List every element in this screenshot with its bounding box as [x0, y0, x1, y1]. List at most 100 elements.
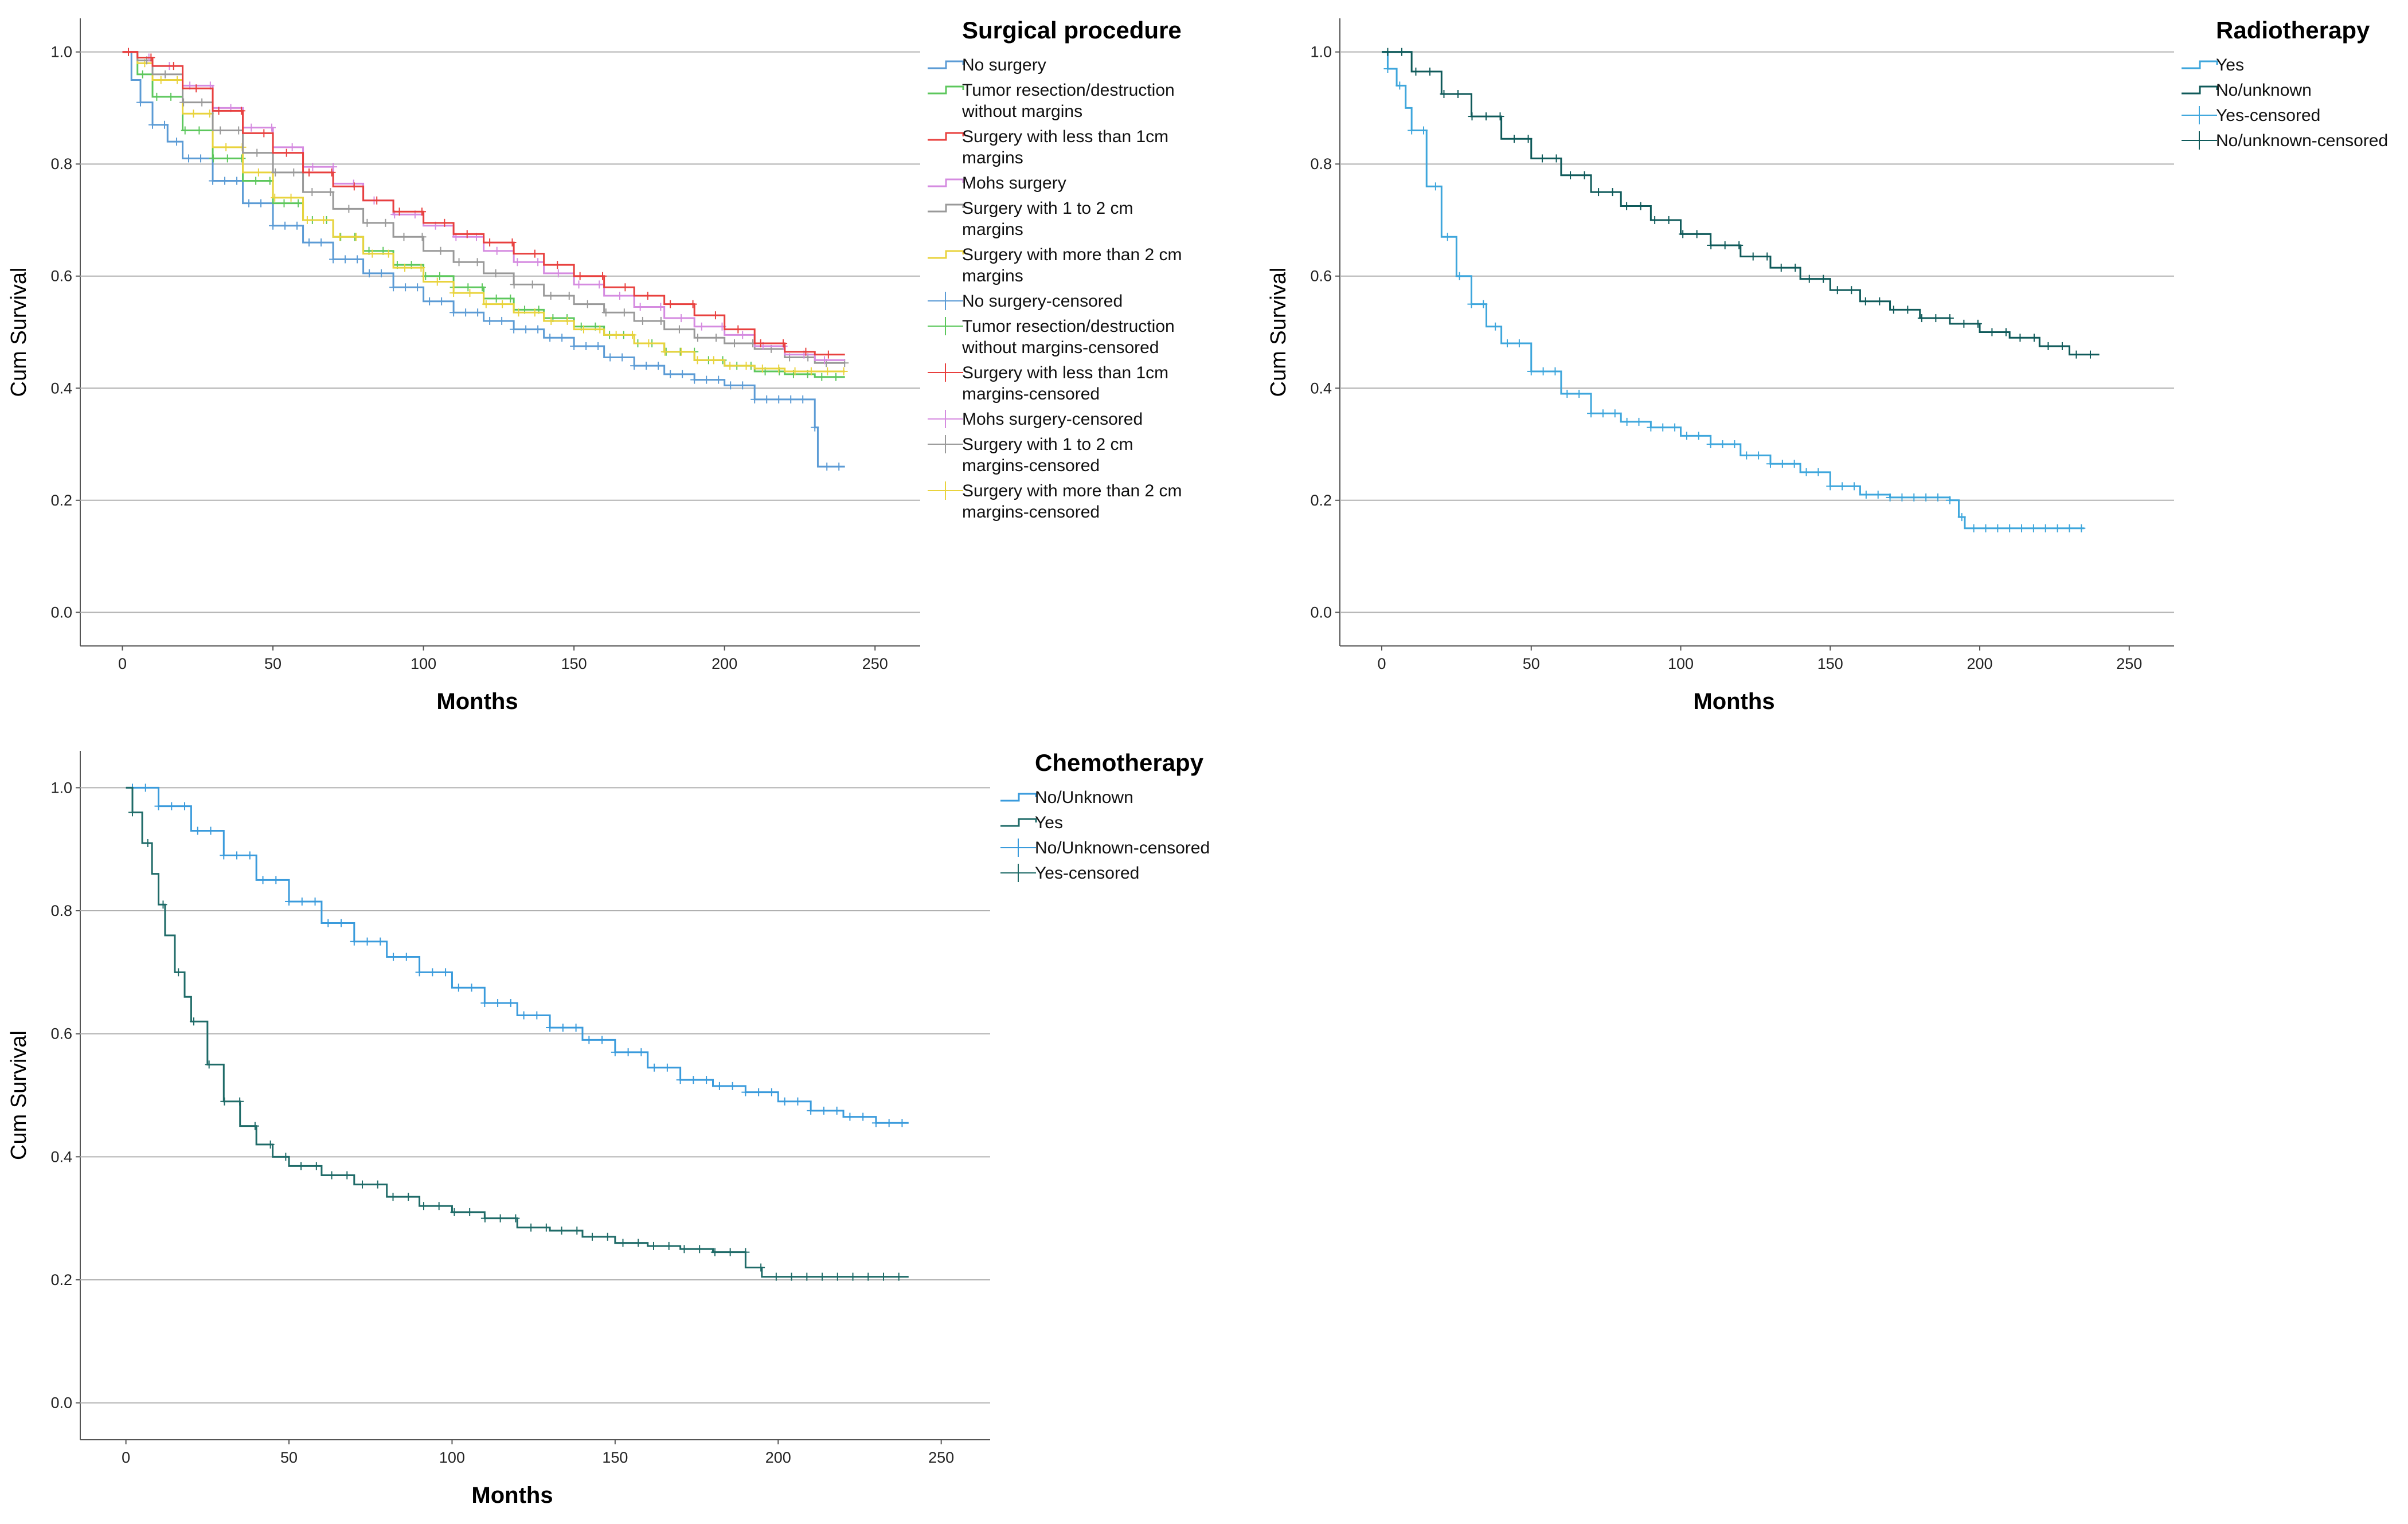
- legend-label: No/Unknown-censored: [1035, 839, 1210, 857]
- censor-mark: [136, 98, 145, 107]
- censor-mark: [486, 238, 494, 247]
- censor-mark: [437, 297, 446, 305]
- censor-mark: [2006, 524, 2014, 532]
- censor-mark: [193, 826, 202, 835]
- censor-mark: [1862, 491, 1870, 499]
- legend-title: Chemotherapy: [1035, 749, 1204, 776]
- legend-item: No surgery-censored: [928, 292, 1123, 311]
- censor-mark: [1623, 202, 1631, 210]
- censor-mark: [772, 1272, 780, 1281]
- censor-mark: [271, 168, 280, 177]
- censor-mark: [1671, 423, 1679, 432]
- censor-mark: [288, 143, 296, 151]
- legend: Radiotherapy Yes No/unknown Yes-censored No/…: [2182, 17, 2388, 150]
- legend-item: Mohs surgery: [928, 174, 1066, 193]
- legend-item: No/Unknown-censored: [1000, 839, 1210, 857]
- censor-mark: [558, 1023, 567, 1032]
- legend-item: Tumor resection/destruction without margi…: [928, 81, 1175, 121]
- censor-mark: [1730, 440, 1739, 449]
- censor-mark: [546, 1023, 554, 1032]
- censor-mark: [467, 984, 476, 992]
- censor-mark: [1922, 493, 1930, 502]
- legend: Chemotherapy No/Unknown Yes No/Unknown-cens…: [1000, 749, 1210, 883]
- censor-mark: [326, 188, 335, 197]
- censor-mark: [1749, 252, 1757, 261]
- censor-mark: [791, 367, 799, 375]
- censor-mark: [634, 1239, 643, 1247]
- censor-mark: [337, 919, 346, 927]
- censor-mark: [435, 1202, 443, 1210]
- censor-mark: [197, 154, 205, 163]
- censor-mark: [413, 283, 422, 292]
- censor-mark: [285, 897, 294, 906]
- censor-mark: [695, 1245, 704, 1253]
- censor-mark: [2018, 524, 2026, 532]
- x-tick-label: 250: [862, 655, 888, 672]
- censor-mark: [449, 289, 458, 297]
- censor-mark: [755, 1088, 763, 1096]
- legend-item: Surgery with more than 2 cm margins: [928, 245, 1182, 285]
- censor-mark: [1566, 171, 1575, 179]
- censor-mark: [558, 334, 566, 342]
- censor-mark: [734, 325, 742, 334]
- censor-mark: [311, 897, 319, 906]
- legend-swatch: [1000, 818, 1037, 827]
- censor-mark: [480, 1214, 489, 1223]
- censor-mark: [780, 1097, 789, 1106]
- x-tick-label: 250: [2116, 655, 2142, 672]
- surgical-procedure-chart: 0.0 0.2 0.4 0.6 0.8 1.0 0 50 100 150 200 250 Months C…: [7, 17, 1182, 714]
- series-yes: [1382, 51, 2086, 532]
- censor-mark: [260, 129, 268, 138]
- censor-mark: [1790, 460, 1799, 468]
- legend-swatch: [928, 60, 964, 69]
- censor-mark: [849, 1272, 857, 1281]
- censor-mark: [832, 1106, 841, 1115]
- censor-mark: [1960, 319, 1968, 328]
- censor-mark: [492, 246, 501, 255]
- y-tick-label: 0.2: [50, 1271, 72, 1288]
- censor-mark: [2016, 334, 2024, 342]
- series-yes: [126, 786, 909, 1281]
- censor-mark: [643, 291, 652, 300]
- censor-mark: [1491, 322, 1500, 331]
- legend-label: margins-censored: [962, 456, 1100, 475]
- censor-mark: [757, 1263, 765, 1272]
- censor-mark: [833, 1272, 842, 1281]
- censor-mark: [530, 249, 539, 258]
- censor-mark: [2030, 334, 2038, 342]
- censor-mark: [2065, 524, 2074, 532]
- censor-mark: [1651, 216, 1659, 224]
- censor-mark: [269, 221, 277, 230]
- censor-mark: [294, 199, 303, 207]
- y-tick-label: 0.8: [50, 902, 72, 919]
- censor-mark: [1934, 493, 1942, 502]
- censor-mark: [1833, 286, 1842, 295]
- censor-mark: [1802, 468, 1811, 476]
- censor-mark: [702, 375, 711, 384]
- censor-mark: [454, 984, 463, 992]
- legend-item: Tumor resection/destruction without margi…: [928, 317, 1175, 357]
- censor-mark: [417, 207, 426, 216]
- censor-mark: [1874, 491, 1882, 499]
- censor-mark: [638, 316, 647, 325]
- censor-mark: [811, 423, 819, 432]
- censor-mark: [693, 334, 702, 342]
- censor-mark: [350, 182, 358, 191]
- series-tumor-resection-destruction-without-margins: [122, 48, 845, 381]
- censor-mark: [1754, 451, 1763, 460]
- censor-mark: [498, 300, 507, 308]
- censor-mark: [401, 283, 410, 292]
- series-no-unknown: [126, 783, 909, 1127]
- legend-label: margins-censored: [962, 503, 1100, 522]
- censor-mark: [603, 1232, 612, 1241]
- censor-mark: [312, 1162, 320, 1170]
- censor-mark: [440, 218, 449, 227]
- censor-mark: [373, 196, 381, 205]
- y-axis-title: Cum Survival: [7, 1031, 31, 1160]
- censor-mark: [1861, 297, 1870, 305]
- x-tick-label: 0: [118, 655, 127, 672]
- censor-mark: [237, 107, 245, 115]
- censor-mark: [206, 826, 215, 835]
- censor-mark: [709, 356, 718, 365]
- censor-mark: [1468, 112, 1476, 121]
